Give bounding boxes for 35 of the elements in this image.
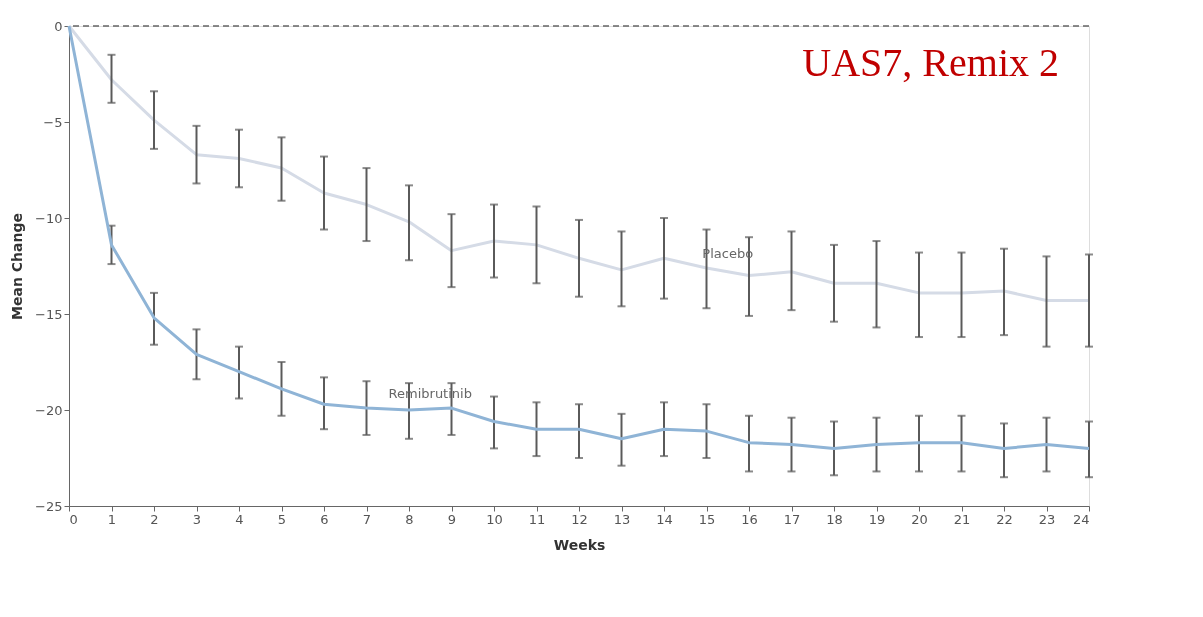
x-tick-label: 21 — [953, 511, 971, 527]
x-tick-label: 16 — [741, 511, 758, 527]
x-tick-label: 9 — [447, 511, 457, 527]
x-tick-label: 11 — [528, 511, 546, 527]
y-tick-label: −15 — [35, 306, 63, 322]
x-tick-label: 13 — [613, 511, 631, 527]
y-tick-label: −25 — [35, 498, 63, 514]
x-tick-label: 17 — [783, 511, 801, 527]
x-tick-label: 18 — [826, 511, 843, 527]
y-tick-label: −10 — [35, 210, 63, 226]
x-tick-label: 14 — [656, 511, 673, 527]
x-tick-label: 3 — [192, 511, 202, 527]
x-tick-label: 10 — [486, 511, 503, 527]
x-tick-label: 15 — [698, 511, 716, 527]
x-tick-label: 23 — [1038, 511, 1056, 527]
y-tick-label: 0 — [54, 18, 63, 34]
x-axis-title: Weeks — [553, 536, 606, 553]
x-tick-label: 24 — [1072, 511, 1090, 527]
y-tick-label: −20 — [35, 402, 63, 418]
x-tick-label: 22 — [996, 511, 1013, 527]
line-series — [67, 24, 1091, 450]
x-tick-label: 7 — [362, 511, 372, 527]
y-tick-label: −5 — [43, 114, 63, 130]
x-tick-label: 1 — [107, 511, 117, 527]
x-tick-label: 20 — [911, 511, 928, 527]
x-tick-label: 5 — [277, 511, 287, 527]
x-tick-label: 4 — [235, 511, 244, 527]
x-tick-label: 2 — [150, 511, 159, 527]
y-axis-title: Mean Change — [9, 213, 26, 320]
chart-title: UAS7, Remix 2 — [802, 40, 1059, 85]
x-tick-label: 19 — [868, 511, 886, 527]
x-tick-label: 8 — [405, 511, 414, 527]
x-tick-label: 0 — [69, 511, 78, 527]
x-tick-label: 6 — [320, 511, 329, 527]
x-tick-label: 12 — [571, 511, 588, 527]
